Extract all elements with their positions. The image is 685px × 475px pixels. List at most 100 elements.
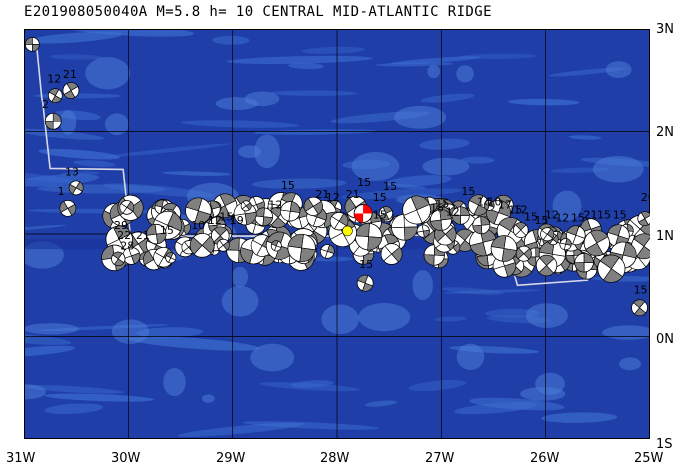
secondary-event [342,225,353,237]
bathymetry-patch [60,110,77,135]
nodal-plane [274,240,279,251]
nodal-plane [69,184,83,192]
y-label-1n: 1N [656,229,674,244]
highlighted-event [353,204,373,223]
highlighted-event-quadrant [363,204,373,214]
nodal-plane [430,218,452,222]
beachball-quadrant [391,246,403,263]
bathymetry-patch [162,171,232,176]
bathymetry-patch [461,156,495,164]
event-label: 15 [634,283,648,296]
nodal-plane [403,204,430,216]
beachball-quadrant [504,262,516,277]
ridge-event [483,200,495,211]
beachball-quadrant [603,268,623,283]
beachball-quadrant [497,195,513,206]
nodal-plane [472,224,490,227]
bathymetry-patch [254,134,280,169]
event-label: 12 [47,72,61,85]
bathymetry-patch [60,171,100,176]
ridge-event [631,233,650,260]
event-label: 21 [346,188,360,201]
seismicity-map: 3122121312922282115151012191512211512211… [24,29,650,439]
nodal-plane [379,210,393,217]
event-label: 15 [508,204,522,217]
beachball-quadrant [501,248,518,262]
ridge-event [540,227,555,242]
bathymetry-patch [104,113,130,136]
y-label-0n: 0N [656,332,674,347]
bathymetry-patch [231,266,249,288]
beachball-quadrant [201,236,215,254]
ridge-event [329,211,349,231]
bathymetry-patch [288,62,324,70]
ridge-event [380,243,403,265]
x-label-31w: 31W [6,451,36,466]
nodal-plane [168,253,174,263]
ridge-event [216,238,230,252]
bathymetry-patch [619,357,642,371]
x-label-25w: 25W [634,451,664,466]
nodal-plane [308,198,319,215]
bathymetry-patch [412,270,434,301]
bathymetry-patch [393,105,447,129]
event-label: 12 [514,204,528,217]
highlighted-event-quadrant [354,213,364,223]
bathymetry-patch [38,148,121,160]
ridge-event [467,194,490,216]
nodal-plane [242,201,250,211]
ridge-event [270,240,282,252]
bathymetry-patch [301,46,366,54]
isolated-event [47,88,63,104]
bathymetry-patch [541,412,618,424]
ridge-event [287,233,316,263]
bathymetry-patch [309,256,353,262]
ridge-event [416,224,430,238]
bathymetry-patch [212,35,250,45]
isolated-event [62,82,80,99]
event-label: 15 [373,209,387,222]
bathymetry-patch [44,393,154,402]
nodal-plane [299,234,304,262]
event-label: 15 [430,201,444,214]
nodal-plane [614,225,622,247]
x-label-30w: 30W [111,451,141,466]
ridge-event [280,201,301,222]
nodal-plane [51,89,60,102]
event-label: 21 [63,68,77,81]
ridge-event [429,209,452,231]
beachball-quadrant [476,255,489,266]
nodal-plane [193,237,212,254]
nodal-plane [403,214,406,241]
ridge-event [240,200,252,212]
event-label: 3 [26,29,33,30]
beachball-quadrant [380,245,392,262]
nodal-plane [469,238,497,246]
nodal-plane [194,198,203,224]
nodal-plane [262,207,265,226]
nodal-plane [128,247,135,264]
event-label: 21 [315,188,329,201]
bathymetry-patch [535,372,565,395]
beachball-quadrant [593,256,602,268]
focal-mechanisms [24,36,650,317]
beachball-quadrant [363,253,374,265]
bathymetry-patch [24,345,76,357]
nodal-plane [603,257,620,281]
event-label: 15 [281,179,295,192]
ridge-event [320,244,335,259]
bathymetry-patch [28,31,123,44]
bathymetry-patch [568,135,602,140]
bathymetry-patch [251,178,347,189]
ridge-event [574,252,594,273]
event-label: 10 [488,195,502,208]
ridge-event [451,206,470,225]
nodal-plane [63,201,73,216]
bathymetry-patch [106,143,231,158]
bathymetry-patch [351,151,400,181]
nodal-plane [559,242,572,246]
outlier-event [631,299,648,317]
nodal-plane [421,224,425,238]
x-label-26w: 26W [530,451,560,466]
event-label: 15 [534,214,548,227]
